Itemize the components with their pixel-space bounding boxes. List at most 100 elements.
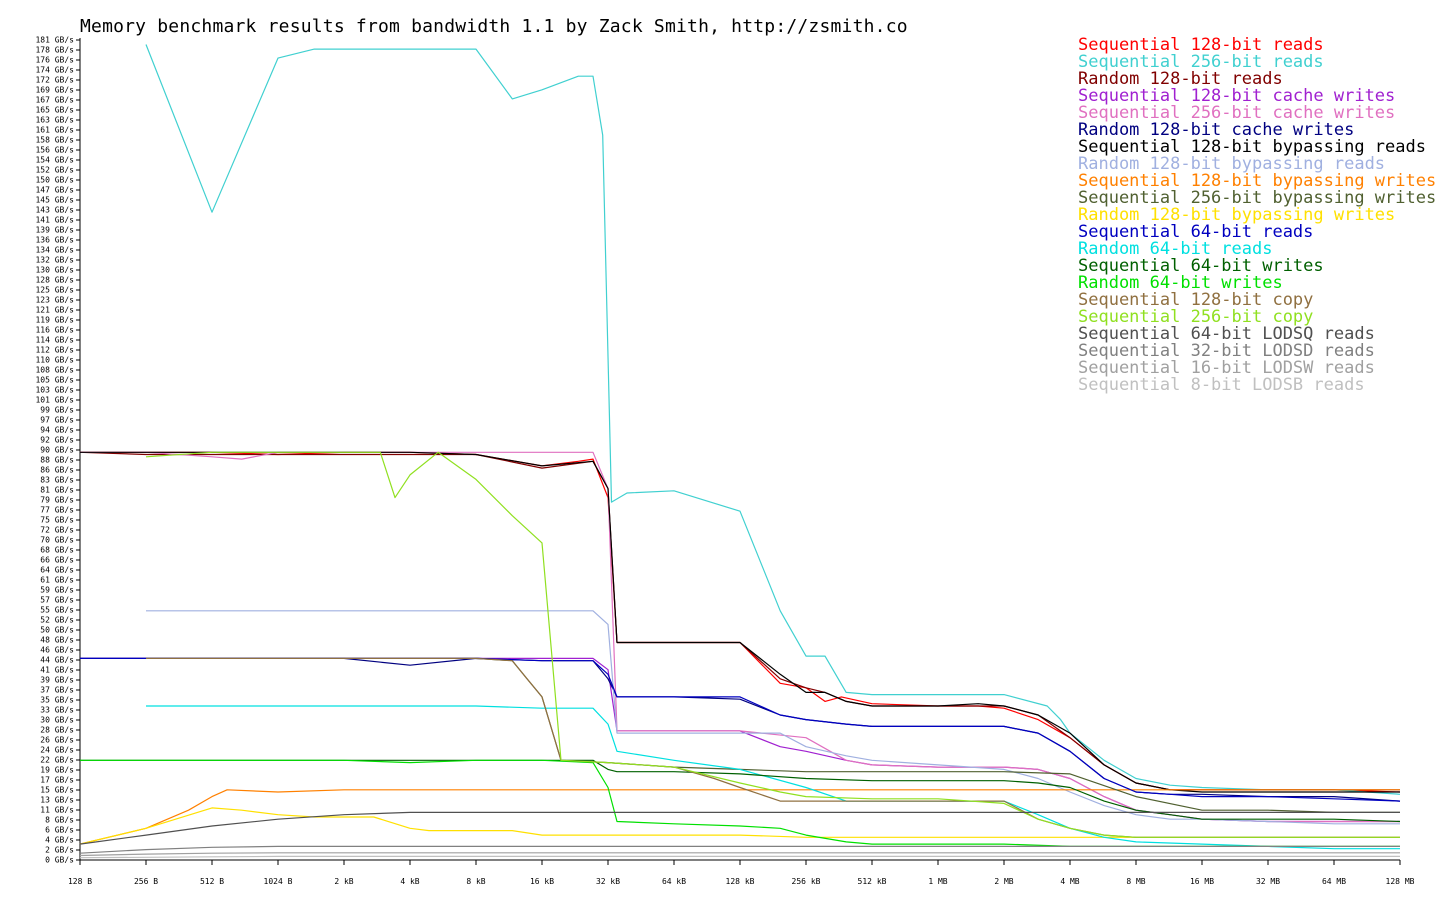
x-tick-label: 256 kB xyxy=(792,877,821,886)
series-line xyxy=(79,807,1400,845)
y-tick-label: 66 GB/s xyxy=(40,556,74,565)
y-tick-label: 11 GB/s xyxy=(40,806,74,815)
y-tick-label: 161 GB/s xyxy=(35,126,74,135)
y-tick-label: 13 GB/s xyxy=(40,796,74,805)
legend: Sequential 128-bit reads Sequential 256-b… xyxy=(1078,37,1436,394)
x-tick-label: 32 kB xyxy=(596,877,620,886)
legend-item: Sequential 256-bit copy xyxy=(1078,307,1314,327)
series-line xyxy=(146,610,1400,825)
y-tick-label: 94 GB/s xyxy=(40,426,74,435)
series-line xyxy=(145,451,1400,838)
x-tick-label: 512 kB xyxy=(858,877,887,886)
series-line xyxy=(80,759,1400,847)
y-tick-label: 114 GB/s xyxy=(35,336,74,345)
y-tick-label: 46 GB/s xyxy=(40,646,74,655)
y-tick-label: 52 GB/s xyxy=(40,616,74,625)
y-tick-label: 33 GB/s xyxy=(40,706,74,715)
y-tick-label: 125 GB/s xyxy=(35,286,74,295)
legend-item: Sequential 256-bit bypassing writes xyxy=(1078,188,1437,208)
y-tick-label: 110 GB/s xyxy=(35,356,74,365)
y-tick-label: 158 GB/s xyxy=(35,136,74,145)
x-tick-label: 128 MB xyxy=(1386,877,1415,886)
series-line xyxy=(80,451,1401,793)
legend-item: Random 64-bit writes xyxy=(1078,273,1283,293)
series-line xyxy=(145,44,1401,795)
x-tick-label: 64 kB xyxy=(662,877,686,886)
y-tick-label: 26 GB/s xyxy=(40,736,74,745)
series-line xyxy=(80,451,1400,823)
y-tick-label: 72 GB/s xyxy=(40,526,74,535)
x-tick-label: 1024 B xyxy=(264,877,293,886)
y-tick-label: 81 GB/s xyxy=(40,486,74,495)
chart-title: Memory benchmark results from bandwidth … xyxy=(80,16,908,37)
y-tick-label: 75 GB/s xyxy=(40,516,74,525)
y-tick-label: 172 GB/s xyxy=(35,76,74,85)
y-tick-label: 55 GB/s xyxy=(40,606,74,615)
y-tick-label: 39 GB/s xyxy=(40,676,74,685)
y-tick-label: 15 GB/s xyxy=(40,786,74,795)
y-tick-label: 134 GB/s xyxy=(35,246,74,255)
y-tick-label: 108 GB/s xyxy=(35,366,74,375)
x-tick-label: 1 MB xyxy=(928,877,947,886)
y-tick-label: 150 GB/s xyxy=(35,176,74,185)
y-tick-label: 90 GB/s xyxy=(40,446,74,455)
y-tick-label: 79 GB/s xyxy=(40,496,74,505)
y-tick-label: 68 GB/s xyxy=(40,546,74,555)
y-tick-label: 77 GB/s xyxy=(40,506,74,515)
y-tick-label: 97 GB/s xyxy=(40,416,74,425)
y-tick-label: 139 GB/s xyxy=(35,226,74,235)
x-tick-label: 128 kB xyxy=(726,877,755,886)
y-tick-label: 0 GB/s xyxy=(45,856,74,865)
series-line xyxy=(79,789,1400,845)
y-tick-label: 2 GB/s xyxy=(45,846,74,855)
legend-item: Sequential 128-bit bypassing reads xyxy=(1078,137,1426,157)
x-tick-label: 256 B xyxy=(134,877,158,886)
legend-item: Sequential 8-bit LODSB reads xyxy=(1078,375,1365,395)
y-tick-label: 17 GB/s xyxy=(40,776,74,785)
y-tick-label: 121 GB/s xyxy=(35,306,74,315)
legend-item: Random 128-bit reads xyxy=(1078,69,1283,89)
legend-item: Sequential 64-bit writes xyxy=(1078,256,1324,276)
y-tick-label: 103 GB/s xyxy=(35,386,74,395)
y-tick-label: 178 GB/s xyxy=(35,46,74,55)
x-tick-label: 8 MB xyxy=(1126,877,1145,886)
y-tick-label: 70 GB/s xyxy=(40,536,74,545)
y-tick-label: 141 GB/s xyxy=(35,216,74,225)
x-tick-label: 16 MB xyxy=(1190,877,1214,886)
y-tick-label: 174 GB/s xyxy=(35,66,74,75)
y-tick-label: 37 GB/s xyxy=(40,686,74,695)
y-tick-label: 147 GB/s xyxy=(35,186,74,195)
legend-item: Sequential 128-bit cache writes xyxy=(1078,86,1396,106)
series-line xyxy=(79,852,1400,857)
y-tick-label: 169 GB/s xyxy=(35,86,74,95)
y-tick-label: 61 GB/s xyxy=(40,576,74,585)
y-tick-label: 152 GB/s xyxy=(35,166,74,175)
x-tick-label: 16 kB xyxy=(530,877,554,886)
y-tick-label: 163 GB/s xyxy=(35,116,74,125)
y-tick-label: 24 GB/s xyxy=(40,746,74,755)
y-tick-label: 101 GB/s xyxy=(35,396,74,405)
y-tick-label: 35 GB/s xyxy=(40,696,74,705)
y-tick-label: 57 GB/s xyxy=(40,596,74,605)
y-tick-label: 92 GB/s xyxy=(40,436,74,445)
y-tick-label: 112 GB/s xyxy=(35,346,74,355)
legend-item: Sequential 16-bit LODSW reads xyxy=(1078,358,1375,378)
y-tick-label: 44 GB/s xyxy=(40,656,74,665)
x-tick-label: 2 MB xyxy=(994,877,1013,886)
series-line xyxy=(80,451,1400,793)
y-tick-label: 22 GB/s xyxy=(40,756,74,765)
x-tick-label: 128 B xyxy=(68,877,92,886)
x-tick-label: 32 MB xyxy=(1256,877,1280,886)
legend-item: Random 64-bit reads xyxy=(1078,239,1273,259)
y-tick-label: 41 GB/s xyxy=(40,666,74,675)
series-layer xyxy=(79,44,1401,859)
legend-item: Sequential 128-bit bypassing writes xyxy=(1078,171,1437,191)
y-tick-label: 165 GB/s xyxy=(35,106,74,115)
series-line xyxy=(79,811,1400,845)
y-tick-label: 128 GB/s xyxy=(35,276,74,285)
y-tick-label: 145 GB/s xyxy=(35,196,74,205)
x-tick-label: 2 kB xyxy=(334,877,353,886)
legend-item: Random 128-bit bypassing writes xyxy=(1078,205,1396,225)
y-tick-label: 8 GB/s xyxy=(45,816,74,825)
y-tick-label: 123 GB/s xyxy=(35,296,74,305)
